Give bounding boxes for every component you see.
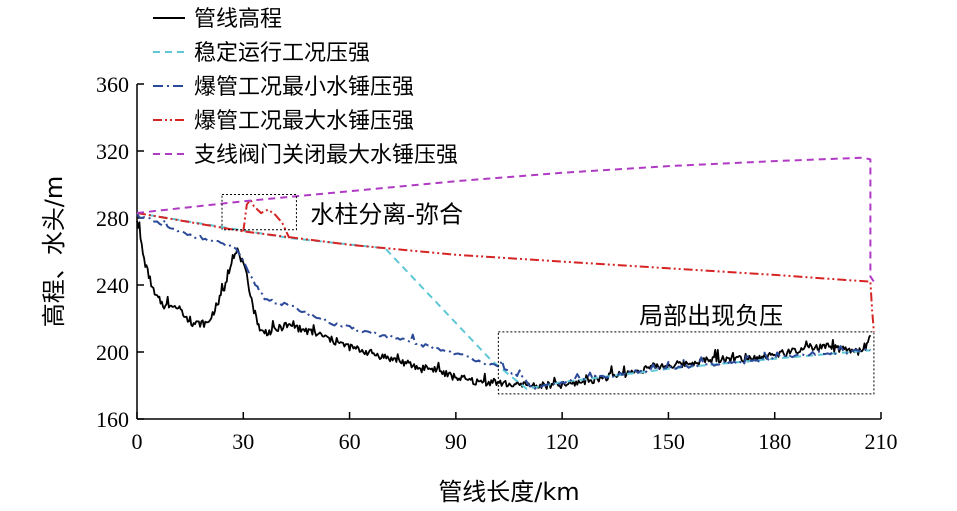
legend-label-0: 管线高程 [194, 7, 282, 32]
series-spike-3 [242, 197, 291, 239]
annotation-label-1: 局部出现负压 [639, 302, 783, 330]
legend-label-3: 爆管工况最大水锤压强 [194, 109, 414, 134]
x-tick-label: 210 [865, 429, 898, 454]
series-line-2 [136, 213, 871, 391]
annotation-box-1 [497, 331, 875, 395]
y-tick-label: 240 [96, 273, 129, 298]
series-layer [136, 156, 875, 391]
x-tick-label: 180 [758, 429, 791, 454]
x-tick-label: 90 [445, 429, 467, 454]
y-tick-label: 160 [96, 407, 129, 432]
x-tick-label: 30 [232, 429, 254, 454]
x-tick-label: 150 [652, 429, 685, 454]
x-axis-title: 管线长度/km [438, 478, 579, 506]
legend-label-2: 爆管工况最小水锤压强 [194, 75, 414, 100]
annotation-box-0 [221, 194, 297, 231]
y-axis-title: 高程、水头/m [40, 176, 68, 327]
series-line-4 [136, 156, 875, 283]
y-tick-label: 360 [96, 72, 129, 97]
y-tick-label: 200 [96, 340, 129, 365]
legend-label-1: 稳定运行工况压强 [194, 41, 370, 66]
x-tick-label: 0 [132, 429, 143, 454]
legend: 管线高程稳定运行工况压强爆管工况最小水锤压强爆管工况最大水锤压强支线阀门关闭最大… [153, 7, 458, 168]
y-tick-label: 320 [96, 139, 129, 164]
annotation-label-0: 水柱分离-弥合 [310, 201, 463, 229]
series-line-3 [136, 212, 875, 332]
axes: 0 30 60 90 120 150 180 210 160 200 240 280 320 360 [96, 72, 898, 454]
y-tick-label: 280 [96, 206, 129, 231]
legend-label-4: 支线阀门关闭最大水锤压强 [194, 143, 458, 168]
x-tick-label: 60 [339, 429, 361, 454]
x-tick-label: 120 [546, 429, 579, 454]
